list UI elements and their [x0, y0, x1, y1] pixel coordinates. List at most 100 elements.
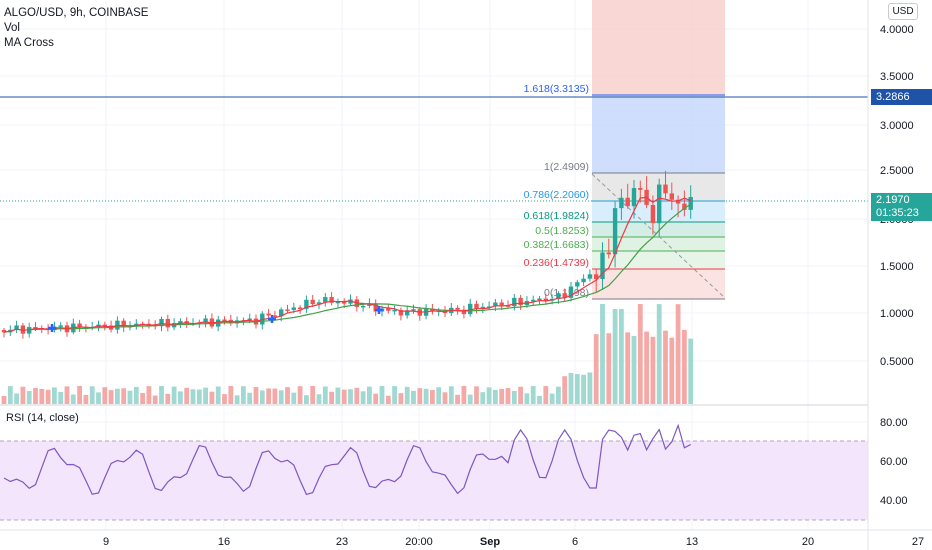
volume-bar: [593, 334, 599, 404]
candle-body: [121, 320, 126, 328]
candle-body: [657, 184, 662, 224]
fib-label-1618: 1.618(3.3135): [524, 83, 589, 95]
candle-body: [102, 324, 107, 327]
candle-body: [342, 301, 347, 304]
fib-retracement[interactable]: 1.618(3.3135) 1(2.4909) 0.786(2.2060) 0.…: [524, 0, 726, 300]
candle-body: [392, 309, 397, 312]
bar-countdown: 01:35:23: [876, 207, 919, 219]
candle-body: [291, 307, 296, 310]
candle-body: [581, 278, 586, 283]
volume-bar: [310, 386, 316, 404]
candle-body: [568, 286, 574, 298]
volume-bar: [436, 387, 442, 404]
volume-bar: [1, 396, 7, 404]
current-price-tag: 2.1970 01:35:23: [871, 193, 932, 221]
fib-label-1: 1(2.4909): [544, 161, 589, 173]
stop-zone: [592, 0, 725, 95]
volume-bar: [398, 393, 404, 404]
volume-bar: [7, 386, 13, 404]
volume-bar: [493, 389, 498, 404]
volume-bar: [20, 386, 26, 404]
fib-label-0618: 0.618(1.9824): [524, 210, 589, 222]
volume-indicator-label[interactable]: Vol: [4, 22, 20, 34]
volume-bar: [291, 392, 297, 404]
candle-body: [675, 199, 681, 204]
volume-bar: [474, 386, 479, 404]
volume-bar: [285, 387, 290, 404]
candle-body: [272, 315, 278, 317]
candle-body: [612, 208, 618, 255]
ma-cross-markers: [48, 306, 383, 332]
volume-bar: [96, 392, 101, 404]
volume-bar: [178, 391, 183, 404]
volume-bar: [568, 372, 574, 404]
volume-bar: [612, 309, 618, 404]
volume-bar: [241, 386, 246, 404]
volume-bar: [619, 309, 624, 404]
volume-bar: [600, 304, 605, 404]
volume-bar: [581, 374, 586, 404]
candle-body: [398, 309, 404, 316]
candle-body: [587, 274, 593, 279]
candle-body: [531, 299, 536, 302]
volume-bar: [196, 389, 202, 404]
volume-bar: [373, 393, 379, 404]
rsi-axis[interactable]: 80.00 60.00 40.00: [880, 417, 908, 507]
candle-body: [631, 188, 637, 207]
volume-bar: [297, 386, 303, 404]
candle-body: [474, 303, 479, 309]
fib-trend-line: [591, 173, 726, 299]
volume-bar: [461, 386, 467, 404]
time-axis[interactable]: 9 16 23 20:00 Sep 6 13 20 27: [103, 536, 924, 548]
volume-bar: [467, 394, 473, 404]
candle-body: [279, 309, 284, 317]
volume-bar: [486, 387, 492, 404]
volume-bar: [537, 395, 542, 404]
volume-bar: [385, 395, 391, 404]
candle-body: [493, 302, 498, 307]
volume-bar: [234, 395, 240, 404]
ma-slow-line: [3, 203, 692, 333]
candle-body: [165, 318, 170, 328]
volume-bar: [423, 388, 429, 404]
ma-fast-line: [3, 196, 691, 333]
candle-body: [27, 327, 32, 334]
rsi-line: [3, 423, 691, 496]
rsi-tick: 80.00: [880, 417, 908, 429]
time-tick: Sep: [480, 536, 500, 548]
volume-bar: [102, 387, 108, 404]
candle-body: [304, 299, 309, 309]
candle-body: [562, 293, 567, 298]
candle-body: [669, 193, 674, 200]
candle-body: [606, 252, 611, 255]
volume-bar: [682, 329, 687, 404]
candle-body: [329, 297, 334, 303]
candle-body: [33, 327, 38, 329]
price-tick: 4.0000: [880, 24, 914, 36]
volume-bar: [272, 388, 278, 404]
candle-body: [77, 323, 82, 328]
fib-label-0236: 0.236(1.4739): [524, 257, 589, 269]
candle-body: [619, 197, 624, 209]
price-tick: 3.5000: [880, 71, 914, 83]
candle-body: [499, 302, 504, 306]
volume-bar: [108, 390, 114, 404]
volume-bar: [152, 395, 158, 404]
rsi-indicator-label[interactable]: RSI (14, close): [6, 412, 79, 424]
volume-bar: [367, 386, 372, 404]
candle-body: [405, 310, 410, 316]
symbol-title[interactable]: ALGO/USD, 9h, COINBASE: [4, 7, 149, 19]
currency-button[interactable]: USD: [888, 3, 918, 20]
candle-body: [386, 308, 391, 311]
ma-cross-indicator-label[interactable]: MA Cross: [4, 37, 54, 49]
volume-bar: [360, 391, 366, 404]
candle-body: [178, 321, 183, 324]
volume-bar: [530, 386, 536, 404]
time-tick: 9: [103, 536, 109, 548]
volume-bar: [316, 394, 322, 404]
volume-bar: [574, 374, 580, 404]
candle-body: [543, 298, 548, 301]
volume-series: [1, 304, 694, 404]
volume-bar: [404, 386, 410, 404]
